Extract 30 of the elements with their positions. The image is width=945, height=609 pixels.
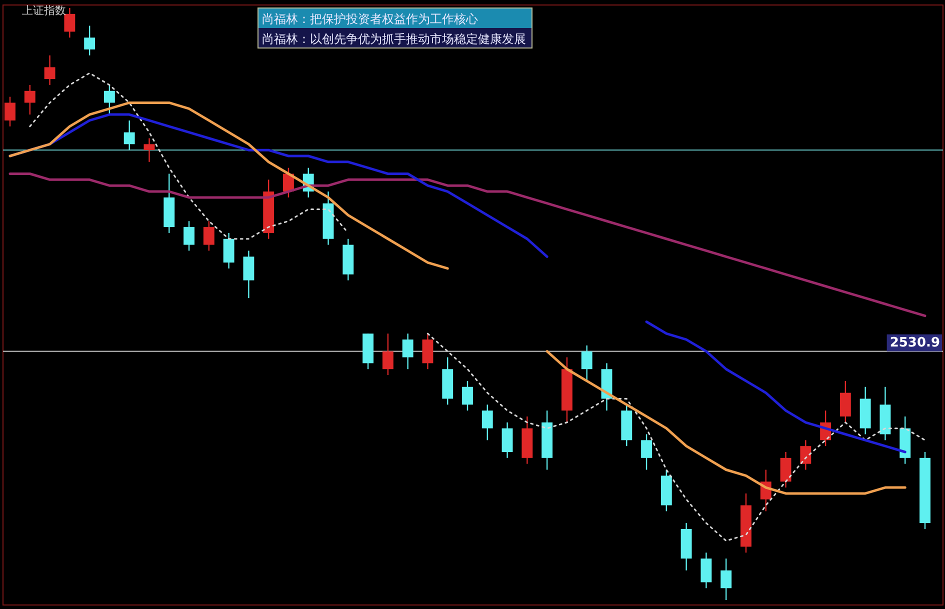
candlestick — [243, 250, 254, 299]
annotation: 2530.9 — [890, 335, 940, 350]
candlestick — [4, 96, 16, 127]
candlestick — [124, 120, 135, 151]
candlestick — [24, 84, 36, 116]
candlestick — [581, 344, 592, 382]
candlestick — [502, 422, 513, 459]
candlestick — [422, 333, 434, 370]
candlestick — [382, 333, 394, 376]
candlestick — [44, 54, 56, 86]
candlestick — [144, 138, 155, 163]
candlestick — [104, 84, 115, 116]
candlestick — [402, 333, 414, 370]
candlestick — [840, 380, 851, 423]
chart-title: 上证指数 — [22, 4, 66, 17]
candlestick — [780, 451, 792, 488]
candlestick — [462, 380, 473, 412]
picture-news-box: 尚福林：把保护投资者权益作为工作核心 尚福林：以创先争优为抓手推动市场稳定健康发展 — [258, 8, 532, 48]
candlestick — [184, 220, 194, 252]
candlestick — [482, 404, 493, 441]
candlestick — [700, 552, 712, 589]
candlestick — [800, 440, 812, 470]
candlestick — [720, 558, 732, 601]
candlestick — [203, 220, 214, 252]
candlestick — [223, 232, 234, 270]
candlestick — [84, 25, 96, 56]
annotation: 尚福林：以创先争优为抓手推动市场稳定健康发展 — [262, 32, 526, 46]
candlestick — [64, 7, 76, 38]
candlestick — [641, 434, 652, 470]
annotation: 尚福林：把保护投资者权益作为工作核心 — [262, 12, 478, 26]
